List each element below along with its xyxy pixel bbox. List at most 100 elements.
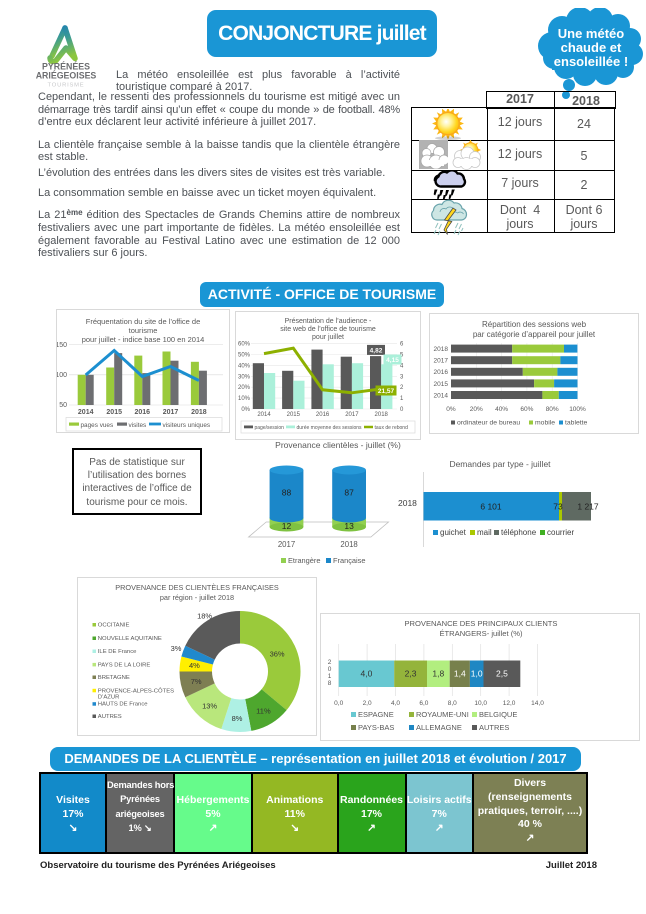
svg-text:4,82: 4,82: [370, 347, 383, 354]
svg-text:2,3: 2,3: [405, 669, 417, 679]
svg-text:4%: 4%: [189, 661, 200, 670]
svg-text:20%: 20%: [470, 406, 483, 413]
svg-text:40%: 40%: [495, 406, 508, 413]
svg-text:HAUTS DE France: HAUTS DE France: [98, 702, 148, 708]
svg-text:1,4: 1,4: [454, 669, 466, 679]
svg-text:6 101: 6 101: [480, 502, 502, 512]
svg-text:2018: 2018: [375, 412, 389, 418]
svg-text:mail: mail: [477, 528, 492, 537]
svg-text:2017: 2017: [163, 409, 179, 416]
svg-text:tourisme: tourisme: [129, 326, 158, 335]
svg-text:4,0: 4,0: [360, 669, 372, 679]
svg-text:visites: visites: [129, 422, 147, 429]
svg-text:AUTRES: AUTRES: [98, 714, 122, 720]
svg-text:2: 2: [328, 659, 332, 666]
svg-text:6: 6: [400, 342, 404, 348]
svg-text:Etrangère: Etrangère: [288, 556, 320, 565]
svg-text:2017: 2017: [345, 412, 359, 418]
svg-text:Répartition des sessions web: Répartition des sessions web: [482, 320, 587, 329]
svg-text:60%: 60%: [238, 342, 251, 348]
svg-text:2018: 2018: [340, 540, 357, 549]
svg-text:36%: 36%: [270, 650, 285, 659]
svg-text:13%: 13%: [202, 702, 217, 711]
svg-text:12: 12: [282, 521, 292, 531]
svg-text:AUTRES: AUTRES: [479, 723, 509, 732]
svg-text:87: 87: [344, 488, 354, 498]
svg-text:PROVENCE-ALPES-CÔTES: PROVENCE-ALPES-CÔTES: [98, 687, 174, 694]
svg-text:150: 150: [56, 342, 67, 349]
svg-text:50: 50: [59, 402, 67, 409]
svg-text:2015: 2015: [106, 409, 122, 416]
svg-text:4: 4: [400, 363, 404, 369]
svg-text:1: 1: [328, 673, 332, 680]
svg-text:taux de rebond: taux de rebond: [375, 425, 409, 431]
svg-text:18%: 18%: [197, 611, 212, 620]
svg-text:pour juillet - indice base 100: pour juillet - indice base 100 en 2014: [82, 335, 205, 344]
svg-text:ESPAGNE: ESPAGNE: [358, 710, 394, 719]
svg-text:par région - juillet 2018: par région - juillet 2018: [160, 593, 234, 602]
svg-text:2014: 2014: [257, 412, 271, 418]
svg-text:Française: Française: [333, 556, 365, 565]
svg-text:téléphone: téléphone: [501, 528, 537, 537]
svg-text:8,0: 8,0: [448, 700, 457, 707]
svg-text:60%: 60%: [520, 406, 533, 413]
svg-text:PROVENANCE DES PRINCIPAUX CLIE: PROVENANCE DES PRINCIPAUX CLIENTS: [404, 619, 557, 628]
svg-text:2014: 2014: [78, 409, 94, 416]
svg-text:20%: 20%: [238, 385, 251, 391]
svg-text:2018: 2018: [191, 409, 207, 416]
svg-text:88: 88: [282, 488, 292, 498]
svg-text:NOUVELLE AQUITAINE: NOUVELLE AQUITAINE: [98, 636, 162, 642]
svg-text:0%: 0%: [241, 407, 250, 413]
svg-text:1 217: 1 217: [577, 502, 599, 512]
svg-text:2,0: 2,0: [363, 700, 372, 707]
svg-text:Une météo: Une météo: [558, 26, 625, 41]
svg-text:Présentation de l’audience -: Présentation de l’audience -: [285, 318, 372, 325]
svg-text:PYRÉNÉES: PYRÉNÉES: [42, 62, 90, 72]
svg-text:BELGIQUE: BELGIQUE: [479, 710, 517, 719]
svg-text:ensoleillée !: ensoleillée !: [554, 54, 628, 69]
svg-text:durée moyenne des sessions: durée moyenne des sessions: [297, 425, 363, 431]
svg-text:ÉTRANGERS- juillet (%): ÉTRANGERS- juillet (%): [439, 629, 523, 638]
svg-text:pages vues: pages vues: [81, 422, 114, 429]
svg-text:14,0: 14,0: [531, 700, 544, 707]
svg-text:2018: 2018: [398, 498, 417, 508]
svg-text:2: 2: [400, 385, 404, 391]
svg-text:ROYAUME-UNI: ROYAUME-UNI: [416, 710, 469, 719]
svg-text:0: 0: [328, 666, 332, 673]
svg-text:visiteurs uniques: visiteurs uniques: [163, 422, 211, 429]
svg-text:5: 5: [400, 353, 404, 359]
svg-text:2016: 2016: [434, 369, 449, 376]
svg-text:3%: 3%: [171, 644, 182, 653]
svg-text:courrier: courrier: [547, 528, 574, 537]
svg-text:1: 1: [400, 396, 404, 402]
svg-text:2018: 2018: [434, 346, 449, 353]
svg-text:1,8: 1,8: [432, 669, 444, 679]
svg-text:10%: 10%: [238, 396, 251, 402]
svg-text:OCCITANIE: OCCITANIE: [98, 623, 130, 629]
svg-text:page/session: page/session: [255, 425, 285, 431]
svg-text:0,0: 0,0: [334, 700, 343, 707]
svg-text:10,0: 10,0: [474, 700, 487, 707]
svg-text:2017: 2017: [278, 540, 295, 549]
svg-text:pour juillet: pour juillet: [312, 334, 344, 341]
svg-text:D’AZUR: D’AZUR: [98, 695, 120, 701]
svg-text:Demandes par type - juillet: Demandes par type - juillet: [449, 459, 551, 469]
svg-text:1,0: 1,0: [471, 669, 483, 679]
svg-text:2016: 2016: [135, 409, 151, 416]
svg-text:mobile: mobile: [535, 420, 555, 427]
svg-text:40%: 40%: [238, 363, 251, 369]
svg-text:Provenance clientèles - juille: Provenance clientèles - juillet (%): [275, 440, 401, 450]
svg-text:Fréquentation du site de l’off: Fréquentation du site de l’office de: [86, 317, 201, 326]
svg-text:ARIÉGEOISES: ARIÉGEOISES: [36, 71, 97, 81]
svg-text:tablette: tablette: [565, 420, 588, 427]
svg-text:11%: 11%: [256, 707, 271, 716]
svg-text:chaude et: chaude et: [561, 40, 622, 55]
svg-text:21,57: 21,57: [378, 388, 395, 395]
svg-text:guichet: guichet: [440, 528, 467, 537]
svg-text:ILE DE France: ILE DE France: [98, 649, 137, 655]
svg-text:site web de l’office de touris: site web de l’office de tourisme: [280, 326, 376, 333]
svg-text:2014: 2014: [434, 392, 449, 399]
svg-text:73: 73: [553, 502, 563, 512]
svg-text:2017: 2017: [434, 358, 449, 365]
svg-text:BRETAGNE: BRETAGNE: [98, 675, 130, 681]
